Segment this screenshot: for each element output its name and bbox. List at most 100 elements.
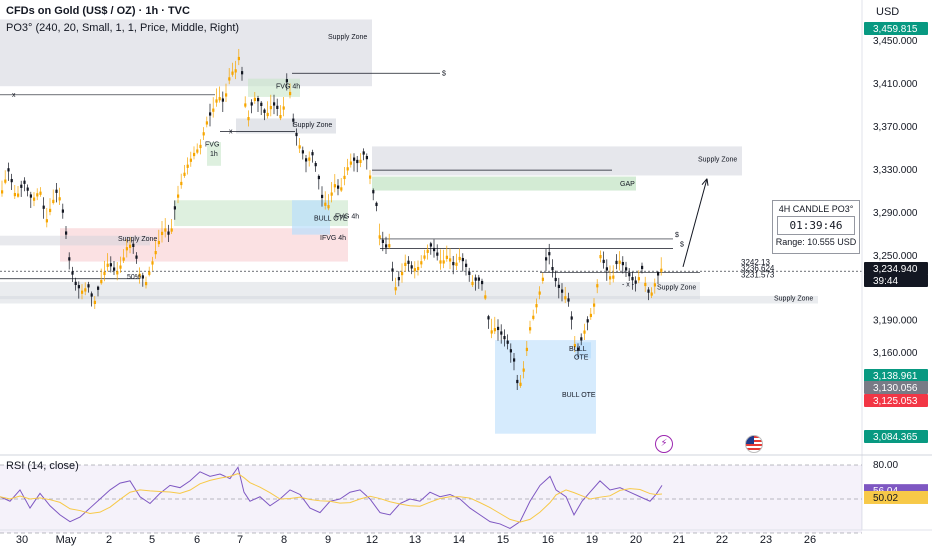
candle-body xyxy=(586,319,589,323)
candle-body xyxy=(260,102,263,106)
candle-body xyxy=(577,347,580,351)
candle-body xyxy=(397,277,400,281)
candle-body xyxy=(647,289,650,293)
candle-body xyxy=(177,194,180,198)
rsi-title[interactable]: RSI (14, close) xyxy=(6,460,79,472)
candle-body xyxy=(349,161,352,165)
label-bull-small: BULL xyxy=(569,346,587,353)
candle-body xyxy=(615,260,618,265)
candle-body xyxy=(282,106,285,110)
info-box-countdown: 01:39:46 xyxy=(777,216,855,235)
candle-body xyxy=(122,257,125,261)
candle-body xyxy=(436,252,439,256)
price-badge-bg xyxy=(864,262,928,275)
candle-body xyxy=(660,268,663,272)
candle-body xyxy=(449,258,452,262)
candle-body xyxy=(551,267,554,271)
candle-body xyxy=(199,144,202,149)
candle-body xyxy=(394,287,397,291)
candle-body xyxy=(61,209,64,213)
candle-body xyxy=(353,157,356,161)
candle-body xyxy=(215,99,218,103)
candle-body xyxy=(506,340,509,344)
candle-body xyxy=(209,112,212,116)
candle-body xyxy=(538,291,541,295)
candle-body xyxy=(580,337,583,341)
label-dollar-3: $ xyxy=(680,241,684,248)
candle-body xyxy=(241,71,244,75)
candle-body xyxy=(116,271,119,275)
candle-body xyxy=(244,103,247,107)
candle-body xyxy=(65,231,68,235)
candle-body xyxy=(365,156,368,160)
label-price-3231: 3231.573 xyxy=(741,271,775,280)
candle-body xyxy=(167,231,170,235)
candle-body xyxy=(487,316,490,320)
candles-group xyxy=(1,48,663,391)
price-badge-label: 3,130.056 xyxy=(873,383,918,394)
time-tick-label: May xyxy=(56,534,77,546)
info-box-title: 4H CANDLE PO3° xyxy=(778,204,854,214)
candle-body xyxy=(420,261,423,265)
label-dollar-1: $ xyxy=(442,70,446,77)
candle-body xyxy=(637,277,640,281)
candle-body xyxy=(359,159,362,164)
rsi-line xyxy=(0,466,663,530)
candle-body xyxy=(145,281,148,286)
time-tick-label: 15 xyxy=(497,534,509,546)
candle-body xyxy=(503,336,506,340)
candle-body xyxy=(263,109,266,113)
price-tick-label: 3,410.000 xyxy=(873,79,918,90)
candle-body xyxy=(452,261,455,266)
candle-body xyxy=(458,256,461,261)
candle-body xyxy=(132,243,135,247)
candle-body xyxy=(311,152,314,156)
label-supply-zone-top: Supply Zone xyxy=(328,34,367,41)
candle-body xyxy=(535,304,538,308)
candle-body xyxy=(135,255,138,259)
candle-body xyxy=(55,189,58,193)
candle-body xyxy=(180,181,183,186)
price-tick-label: 3,160.000 xyxy=(873,348,918,359)
lightning-icon[interactable]: ⚡ xyxy=(655,435,673,453)
candle-body xyxy=(625,267,628,271)
price-badge-label: 3,459.815 xyxy=(873,24,918,35)
candle-body xyxy=(257,98,260,102)
time-tick-label: 8 xyxy=(281,534,287,546)
candle-body xyxy=(157,240,160,245)
candle-body xyxy=(407,260,410,264)
candle-body xyxy=(385,244,388,248)
candle-body xyxy=(87,284,90,288)
price-badge-bg xyxy=(864,381,928,394)
candle-body xyxy=(346,167,349,171)
candle-body xyxy=(308,157,311,161)
time-tick-label: 23 xyxy=(760,534,772,546)
candle-body xyxy=(276,105,279,109)
chart-title: CFDs on Gold (US$ / OZ) · 1h · TVC xyxy=(6,5,190,17)
candle-body xyxy=(183,172,186,176)
candle-body xyxy=(327,205,330,209)
bull-ote-small-zone xyxy=(575,342,591,359)
candle-body xyxy=(375,202,378,207)
us-flag-icon[interactable] xyxy=(745,435,763,453)
candle-body xyxy=(193,152,196,157)
candle-body xyxy=(212,108,215,112)
candle-body xyxy=(81,290,84,294)
rsi-ma-line xyxy=(0,473,663,523)
label-supply-zone-low: Supply Zone xyxy=(774,295,813,302)
price-badge-bg xyxy=(864,430,928,443)
indicator-label[interactable]: PO3° (240, 20, Small, 1, 1, Price, Middl… xyxy=(6,22,240,34)
candle-body xyxy=(461,257,464,262)
candle-body xyxy=(7,168,10,172)
label-x-2: x xyxy=(229,129,233,136)
label-supply-zone-mid: Supply Zone xyxy=(657,285,696,292)
label-bull-ote: BULL OTE xyxy=(314,216,348,223)
price-badge-bg xyxy=(864,394,928,407)
candle-body xyxy=(298,145,301,149)
candle-body xyxy=(39,191,42,195)
time-tick-label: 5 xyxy=(149,534,155,546)
candle-body xyxy=(109,263,112,267)
price-badge-bg xyxy=(864,274,928,287)
